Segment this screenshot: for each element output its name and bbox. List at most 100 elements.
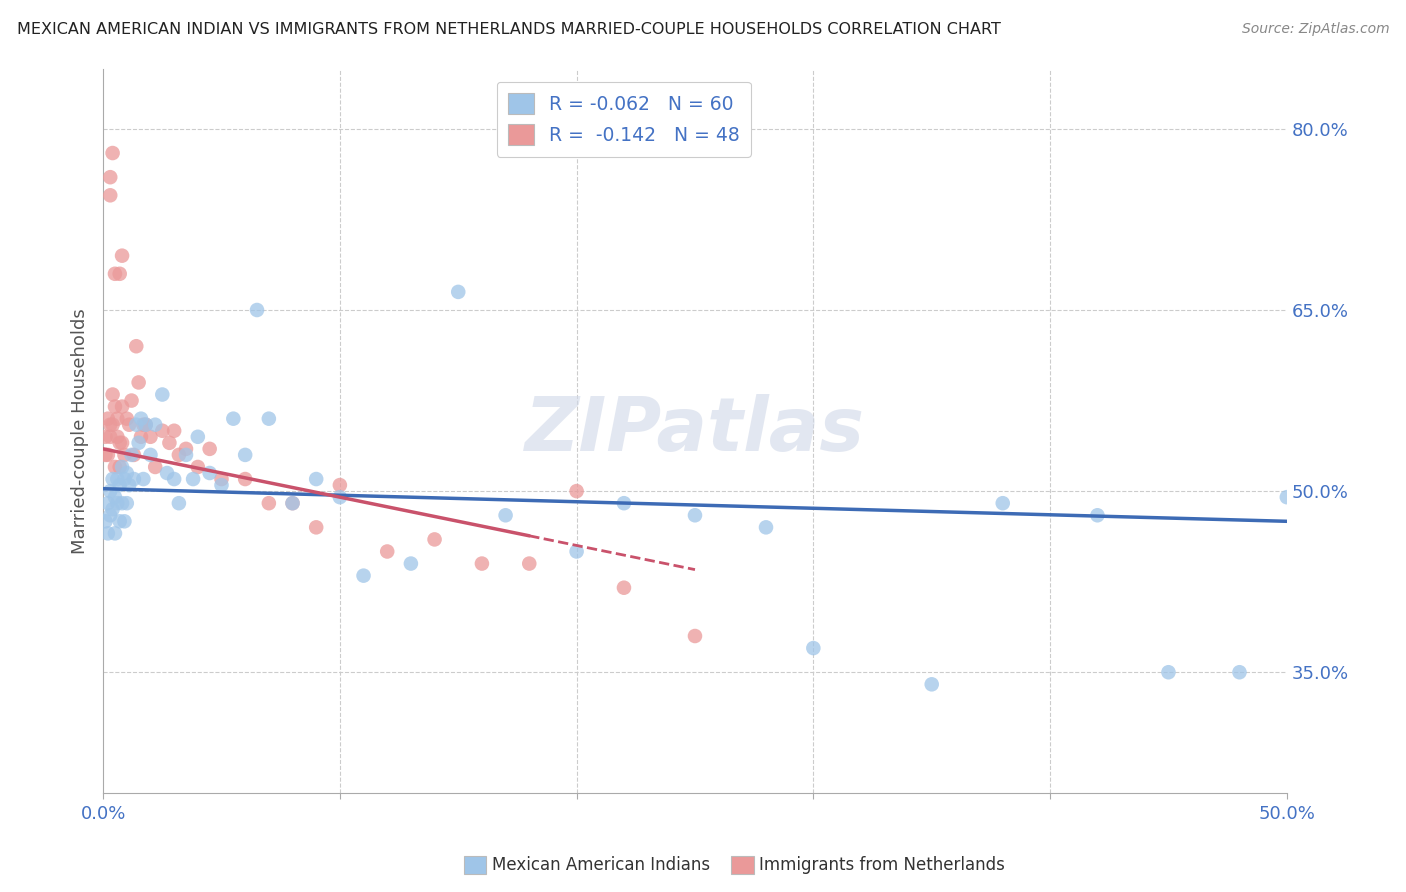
Point	[128, 435, 150, 450]
Point	[94, 514, 117, 528]
Point	[150, 424, 173, 438]
Point	[471, 557, 494, 571]
Point	[495, 508, 517, 523]
Point	[150, 387, 173, 401]
Point	[187, 460, 209, 475]
Point	[105, 430, 128, 444]
Point	[375, 544, 398, 558]
Point	[305, 520, 328, 534]
Point	[281, 496, 304, 510]
Point	[115, 466, 138, 480]
Point	[129, 430, 152, 444]
Point	[167, 496, 190, 510]
Point	[517, 557, 540, 571]
Point	[118, 478, 141, 492]
Point	[105, 411, 128, 425]
Point	[246, 303, 269, 318]
Point	[101, 387, 124, 401]
Point	[135, 417, 157, 432]
Point	[305, 472, 328, 486]
Point	[111, 435, 134, 450]
Point	[211, 478, 233, 492]
Point	[105, 472, 128, 486]
Point	[613, 496, 636, 510]
Point	[94, 448, 117, 462]
Point	[423, 533, 446, 547]
Point	[128, 376, 150, 390]
Point	[257, 496, 280, 510]
Point	[129, 411, 152, 425]
Point	[97, 448, 120, 462]
Point	[1275, 490, 1298, 504]
Text: MEXICAN AMERICAN INDIAN VS IMMIGRANTS FROM NETHERLANDS MARRIED-COUPLE HOUSEHOLDS: MEXICAN AMERICAN INDIAN VS IMMIGRANTS FR…	[17, 22, 1001, 37]
Point	[329, 490, 352, 504]
Point	[101, 146, 124, 161]
Point	[121, 393, 143, 408]
Point	[118, 417, 141, 432]
Point	[111, 460, 134, 475]
Point	[211, 472, 233, 486]
Text: Source: ZipAtlas.com: Source: ZipAtlas.com	[1241, 22, 1389, 37]
Point	[108, 435, 131, 450]
Point	[198, 466, 221, 480]
Point	[156, 466, 179, 480]
Point	[565, 484, 588, 499]
Point	[132, 472, 155, 486]
Point	[108, 478, 131, 492]
Text: Immigrants from Netherlands: Immigrants from Netherlands	[759, 856, 1005, 874]
Point	[111, 400, 134, 414]
Point	[1229, 665, 1251, 680]
Point	[991, 496, 1014, 510]
Point	[101, 417, 124, 432]
Point	[233, 472, 256, 486]
Point	[187, 430, 209, 444]
Point	[122, 448, 145, 462]
Point	[97, 411, 120, 425]
Legend: R = -0.062   N = 60, R =  -0.142   N = 48: R = -0.062 N = 60, R = -0.142 N = 48	[496, 81, 751, 157]
Point	[447, 285, 470, 299]
Point	[97, 526, 120, 541]
Point	[104, 400, 127, 414]
Y-axis label: Married-couple Households: Married-couple Households	[72, 308, 89, 554]
Point	[104, 526, 127, 541]
Point	[98, 188, 121, 202]
Point	[222, 411, 245, 425]
Point	[97, 496, 120, 510]
Point	[157, 435, 180, 450]
Point	[104, 460, 127, 475]
Point	[613, 581, 636, 595]
Point	[683, 508, 706, 523]
Point	[114, 448, 136, 462]
Point	[198, 442, 221, 456]
Point	[132, 417, 155, 432]
Point	[1087, 508, 1109, 523]
Point	[98, 430, 121, 444]
Point	[111, 249, 134, 263]
Point	[108, 460, 131, 475]
Point	[104, 267, 127, 281]
Point	[399, 557, 422, 571]
Point	[101, 502, 124, 516]
Text: Mexican American Indians: Mexican American Indians	[492, 856, 710, 874]
Point	[98, 508, 121, 523]
Point	[114, 472, 136, 486]
Point	[122, 472, 145, 486]
Point	[181, 472, 204, 486]
Point	[115, 411, 138, 425]
Point	[98, 170, 121, 185]
Point	[329, 478, 352, 492]
Point	[139, 430, 162, 444]
Point	[565, 544, 588, 558]
Point	[167, 448, 190, 462]
Point	[94, 430, 117, 444]
Point	[111, 496, 134, 510]
Point	[139, 448, 162, 462]
Point	[115, 496, 138, 510]
Point	[1157, 665, 1180, 680]
Point	[125, 339, 148, 353]
Point	[281, 496, 304, 510]
Point	[98, 484, 121, 499]
Point	[108, 267, 131, 281]
Point	[125, 417, 148, 432]
Point	[174, 442, 197, 456]
